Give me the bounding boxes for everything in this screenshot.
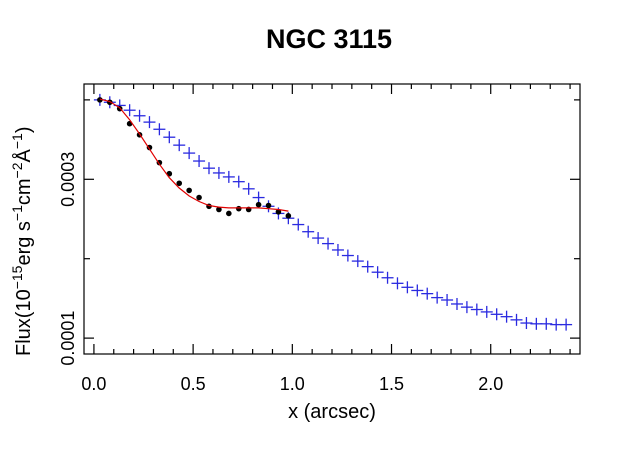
- fit-line: [99, 98, 289, 212]
- y-label-suffix: ): [13, 126, 35, 133]
- black-data-point: [216, 206, 222, 213]
- y-label-exp-3: −2: [9, 162, 25, 178]
- blue-cross-point: [460, 301, 473, 314]
- y-label-mid-2: cm: [13, 178, 35, 205]
- x-tick-label: 1.0: [280, 374, 305, 394]
- blue-cross-point: [202, 162, 215, 175]
- blue-cross-point: [540, 317, 553, 330]
- blue-cross-point: [123, 104, 136, 117]
- plot-frame: [83, 83, 581, 355]
- blue-cross-point: [292, 218, 305, 231]
- blue-cross-point: [371, 266, 384, 279]
- blue-cross-point: [361, 260, 374, 273]
- blue-cross-point: [381, 271, 394, 284]
- black-data-point: [186, 187, 192, 194]
- blue-cross-point: [520, 317, 533, 330]
- x-tick-label: 0.5: [181, 374, 206, 394]
- blue-cross-point: [480, 305, 493, 318]
- blue-cross-point: [242, 182, 255, 195]
- y-axis-label: Flux(10−15erg s−1cm−2Å−1): [9, 126, 35, 356]
- chart-title: NGC 3115: [266, 24, 392, 54]
- y-label-prefix: Flux(10: [13, 289, 35, 356]
- black-data-point: [235, 205, 242, 212]
- blue-cross-point: [421, 287, 434, 300]
- black-data-point: [265, 202, 272, 209]
- y-label-mid-3: Å: [12, 148, 35, 162]
- blue-cross-point: [232, 175, 245, 188]
- y-label-exp-2: −1: [9, 205, 25, 221]
- blue-cross-point: [490, 308, 503, 321]
- x-axis: 0.0 0.5 1.0 1.5 2.0: [81, 84, 571, 394]
- blue-cross-point: [411, 284, 424, 297]
- y-tick-label: 0.0001: [58, 311, 78, 366]
- blue-cross-point: [222, 170, 235, 183]
- blue-cross-point: [341, 249, 354, 262]
- blue-cross-point: [212, 166, 225, 179]
- black-data-point: [285, 213, 292, 219]
- blue-cross-point: [470, 303, 483, 316]
- blue-cross-point: [173, 139, 186, 152]
- y-label-mid-1: erg s: [13, 221, 35, 265]
- black-data-point: [255, 201, 262, 208]
- blue-cross-point: [500, 310, 513, 323]
- blue-cross-point: [133, 109, 146, 122]
- blue-cross-point: [183, 147, 196, 160]
- black-data-point: [275, 209, 282, 215]
- black-data-point: [176, 180, 183, 187]
- y-axis: 0.0001 0.0003: [58, 99, 580, 366]
- blue-cross-point: [302, 225, 315, 238]
- black-data-point: [226, 210, 232, 217]
- x-tick-label: 2.0: [478, 374, 503, 394]
- x-axis-label: x (arcsec): [288, 401, 376, 423]
- blue-cross-point: [193, 155, 206, 168]
- black-data-point: [196, 194, 202, 201]
- blue-cross-point: [143, 116, 156, 129]
- blue-cross-point: [153, 123, 166, 136]
- y-label-exp-1: −15: [9, 265, 25, 289]
- blue-cross-point: [322, 237, 335, 250]
- blue-cross-point: [163, 131, 176, 144]
- y-tick-label: 0.0003: [58, 152, 78, 207]
- blue-cross-point: [401, 281, 414, 294]
- blue-cross-point: [450, 297, 463, 310]
- blue-cross-point: [441, 294, 454, 306]
- blue-cross-point: [351, 255, 364, 268]
- blue-cross-point: [391, 277, 404, 290]
- blue-cross-point: [510, 313, 523, 326]
- y-label-exp-4: −1: [9, 133, 25, 149]
- blue-cross-point: [431, 291, 444, 304]
- plot-area: [93, 93, 573, 331]
- x-tick-label: 1.5: [379, 374, 404, 394]
- black-data-point: [97, 97, 103, 103]
- blue-cross-point: [312, 232, 325, 245]
- x-tick-label: 0.0: [81, 374, 106, 394]
- blue-cross-point: [560, 318, 573, 331]
- blue-cross-point: [331, 243, 344, 256]
- blue-cross-point: [252, 191, 265, 204]
